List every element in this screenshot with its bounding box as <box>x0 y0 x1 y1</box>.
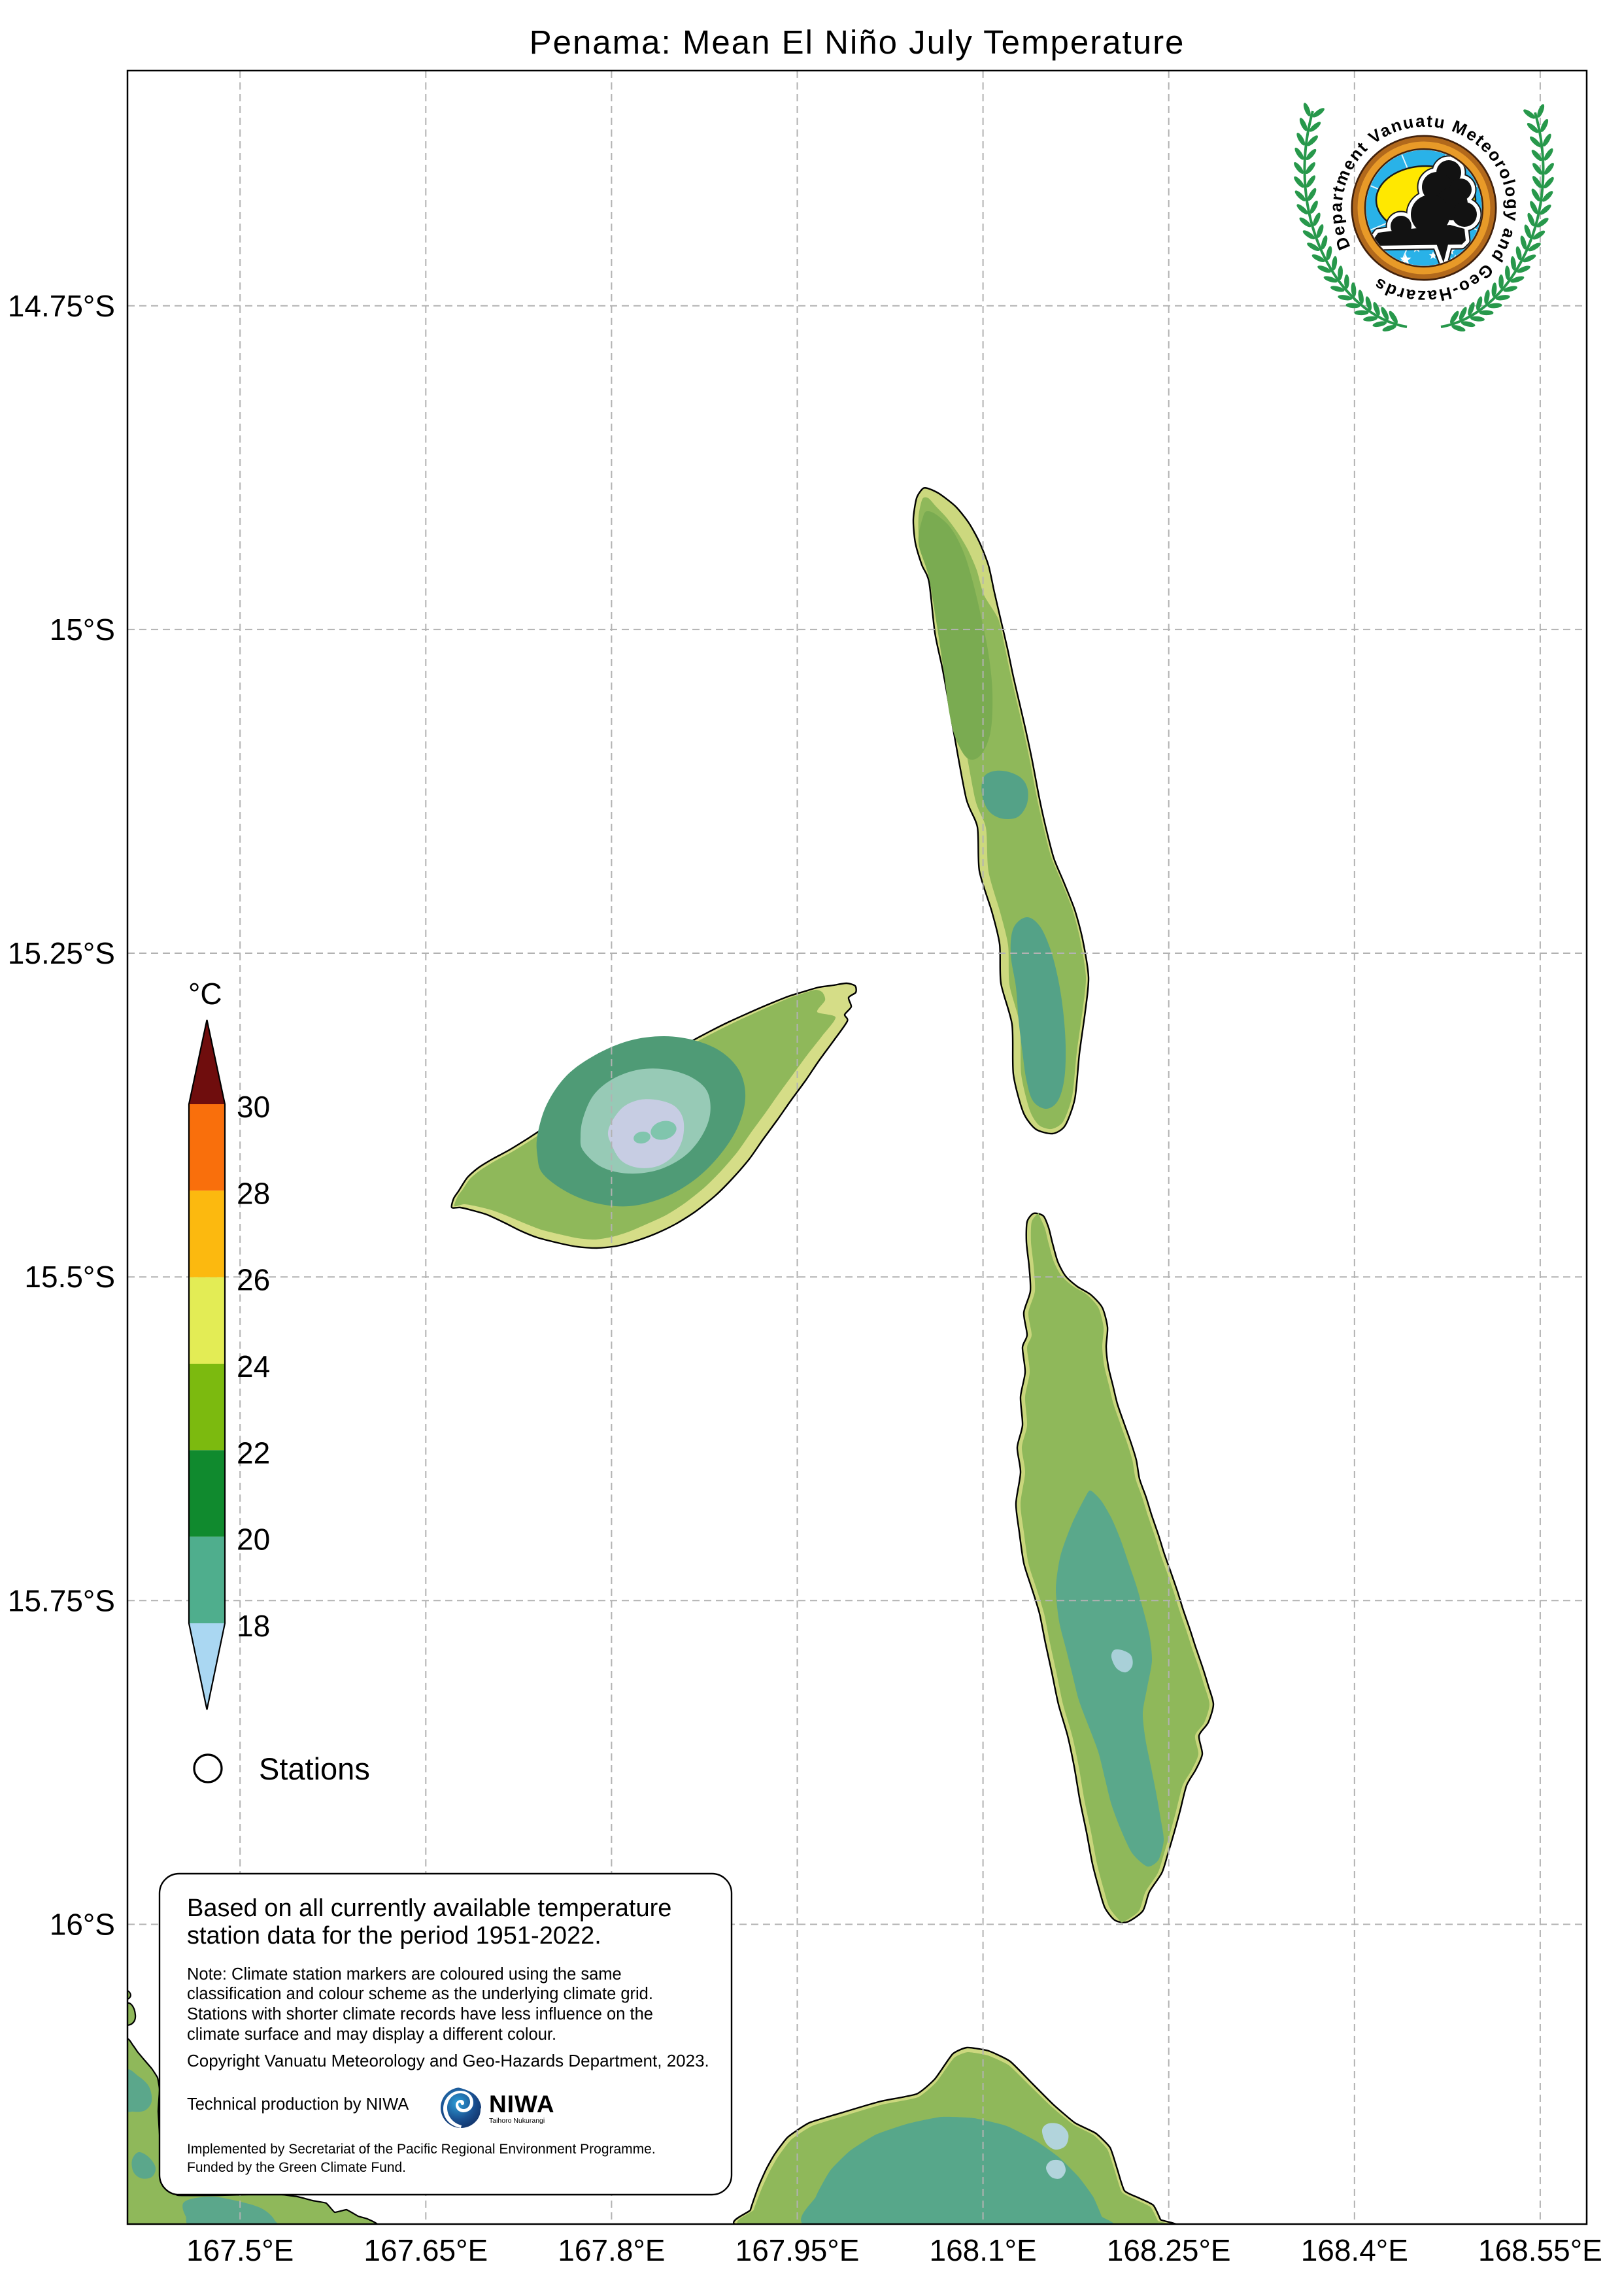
svg-text:26: 26 <box>237 1263 270 1297</box>
svg-text:Technical production by NIWA: Technical production by NIWA <box>187 2095 409 2114</box>
svg-text:167.8°E: 167.8°E <box>558 2233 665 2267</box>
svg-text:18: 18 <box>237 1609 270 1643</box>
svg-text:168.1°E: 168.1°E <box>929 2233 1036 2267</box>
svg-text:station data for the period 19: station data for the period 1951-2022. <box>187 1922 601 1950</box>
svg-text:167.65°E: 167.65°E <box>363 2233 488 2267</box>
svg-text:168.55°E: 168.55°E <box>1478 2233 1602 2267</box>
svg-text:classification and colour sche: classification and colour scheme as the … <box>187 1985 653 2003</box>
svg-text:167.95°E: 167.95°E <box>735 2233 860 2267</box>
svg-text:14.75°S: 14.75°S <box>8 289 115 323</box>
svg-text:Copyright Vanuatu Meteorology: Copyright Vanuatu Meteorology and Geo-Ha… <box>187 2051 709 2070</box>
svg-text:Penama: Mean El Niño July Temp: Penama: Mean El Niño July Temperature <box>530 24 1185 61</box>
svg-text:Taihoro Nukurangi: Taihoro Nukurangi <box>489 2117 545 2125</box>
svg-text:15.5°S: 15.5°S <box>24 1260 115 1294</box>
svg-text:Note: Climate station markers: Note: Climate station markers are colour… <box>187 1965 622 1984</box>
svg-text:16°S: 16°S <box>50 1908 115 1942</box>
svg-text:Stations: Stations <box>259 1751 370 1786</box>
svg-text:Based on all currently availab: Based on all currently available tempera… <box>187 1895 671 1922</box>
svg-text:15°S: 15°S <box>50 613 115 647</box>
svg-text:24: 24 <box>237 1349 270 1383</box>
svg-text:15.25°S: 15.25°S <box>8 936 115 970</box>
svg-text:20: 20 <box>237 1523 270 1557</box>
svg-text:climate surface and may displa: climate surface and may display a differ… <box>187 2025 556 2044</box>
svg-text:28: 28 <box>237 1176 270 1210</box>
svg-text:168.25°E: 168.25°E <box>1107 2233 1231 2267</box>
svg-text:167.5°E: 167.5°E <box>186 2233 294 2267</box>
svg-text:15.75°S: 15.75°S <box>8 1583 115 1617</box>
svg-text:30: 30 <box>237 1090 270 1124</box>
svg-text:Stations with shorter climate: Stations with shorter climate records ha… <box>187 2005 653 2023</box>
svg-text:168.4°E: 168.4°E <box>1301 2233 1408 2267</box>
svg-text:Funded by the Green Climate Fu: Funded by the Green Climate Fund. <box>187 2160 406 2175</box>
svg-text:22: 22 <box>237 1436 270 1470</box>
svg-text:°C: °C <box>188 977 222 1011</box>
svg-text:NIWA: NIWA <box>489 2091 555 2118</box>
svg-text:Implemented by Secretariat of: Implemented by Secretariat of the Pacifi… <box>187 2142 656 2157</box>
